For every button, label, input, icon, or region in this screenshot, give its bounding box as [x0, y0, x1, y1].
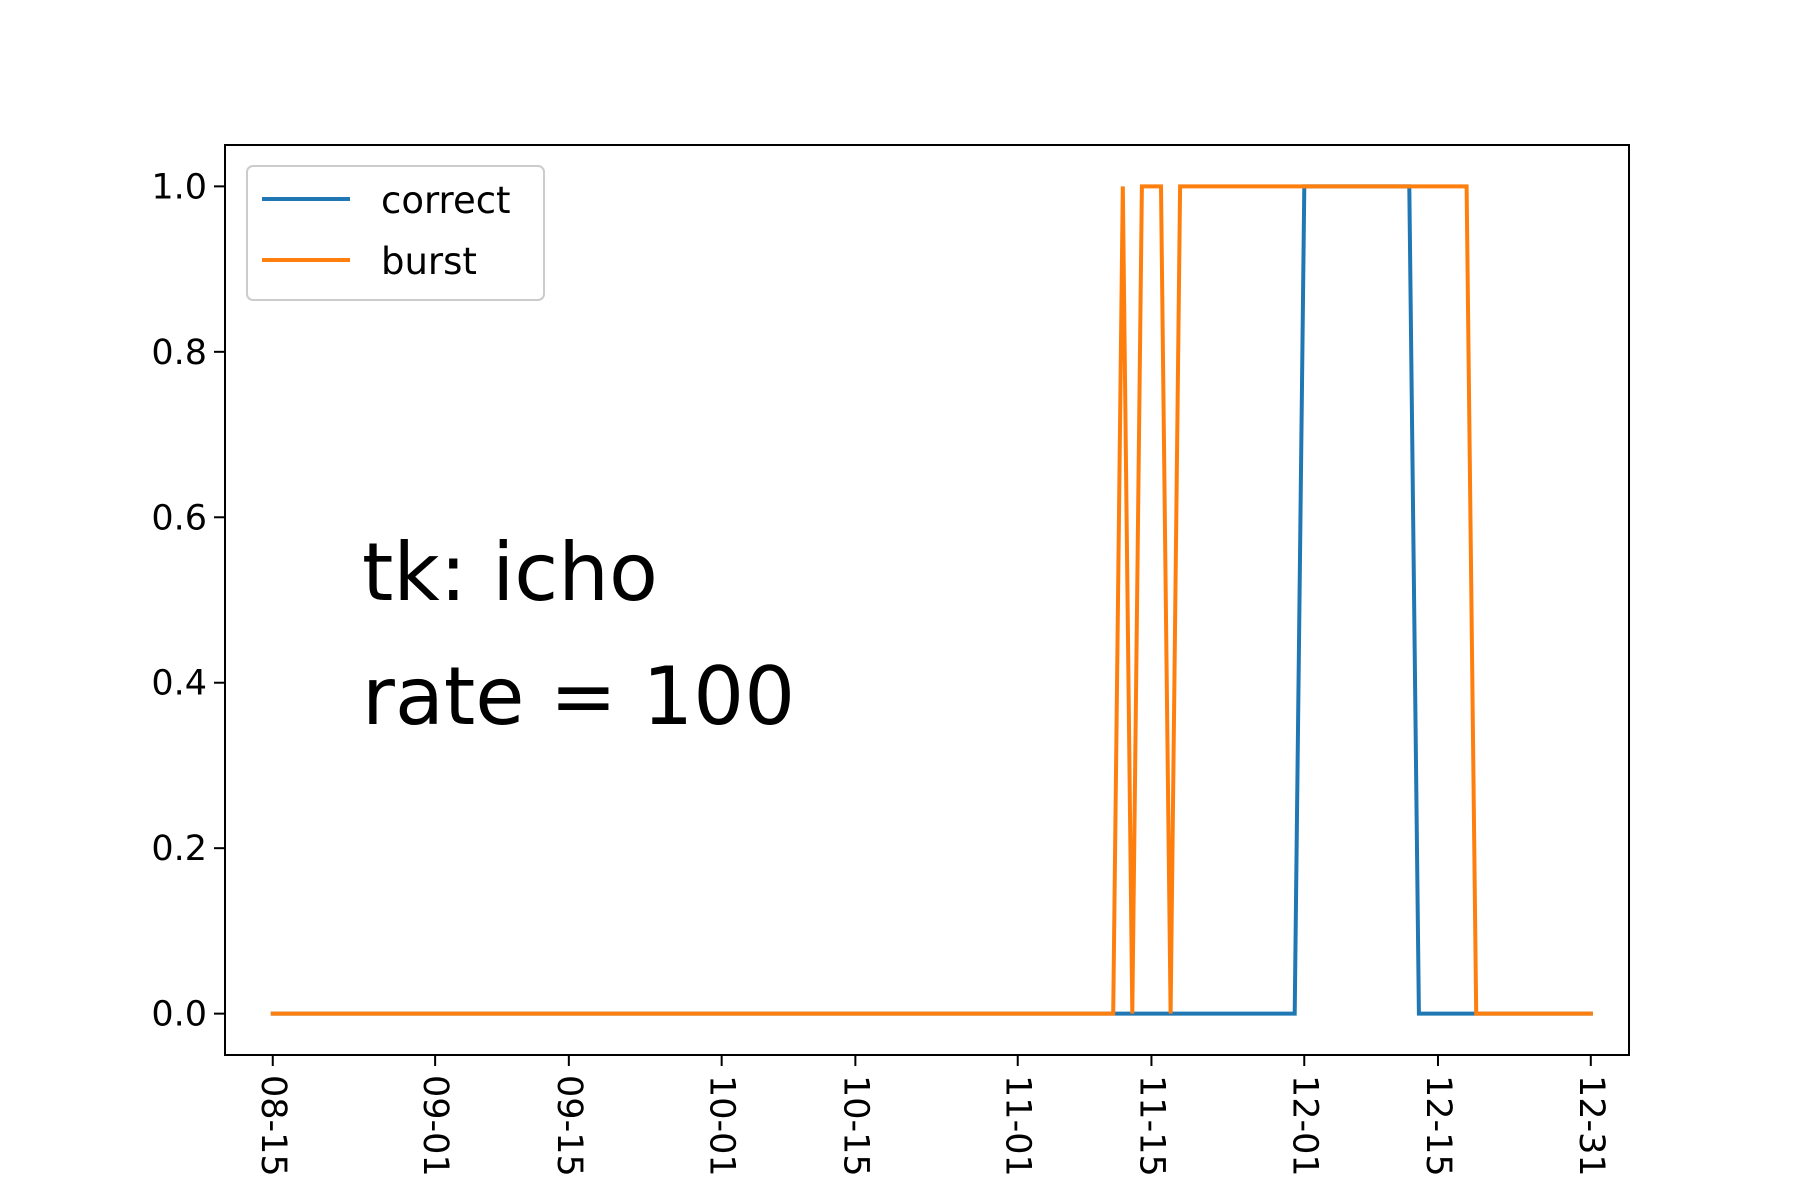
- y-tick-label: 1.0: [151, 167, 207, 207]
- x-tick-label: 12-01: [1284, 1075, 1324, 1177]
- x-tick-label: 11-15: [1131, 1075, 1171, 1177]
- legend-label-burst: burst: [381, 240, 477, 283]
- legend-label-correct: correct: [381, 179, 511, 222]
- y-tick-label: 0.4: [151, 664, 207, 704]
- y-tick-label: 0.0: [151, 995, 207, 1035]
- annotation: tk: icho rate = 100: [362, 526, 795, 743]
- x-axis: 08-15 09-01 09-15 10-01 10-15 11-01 11-15 12-01…: [253, 1055, 1611, 1177]
- y-tick-label: 0.2: [151, 829, 207, 869]
- y-tick-label: 0.8: [151, 333, 207, 373]
- x-tick-label: 11-01: [998, 1075, 1038, 1177]
- legend: correct burst: [246, 165, 545, 301]
- series-line-burst: [270, 184, 1593, 1016]
- x-tick-label: 09-15: [549, 1075, 589, 1177]
- x-tick-label: 12-31: [1571, 1075, 1611, 1177]
- y-axis: 0.0 0.2 0.4 0.6 0.8 1.0: [151, 167, 225, 1035]
- series-layer: [270, 184, 1593, 1016]
- annotation-line-1: tk: icho: [362, 526, 658, 619]
- annotation-line-2: rate = 100: [362, 650, 795, 743]
- x-tick-label: 09-01: [415, 1075, 455, 1177]
- x-tick-label: 12-15: [1418, 1075, 1458, 1177]
- y-tick-label: 0.6: [151, 498, 207, 538]
- plot-frame: [224, 144, 1630, 1056]
- x-tick-label: 10-01: [702, 1075, 742, 1177]
- x-tick-label: 10-15: [835, 1075, 875, 1177]
- x-tick-label: 08-15: [253, 1075, 293, 1177]
